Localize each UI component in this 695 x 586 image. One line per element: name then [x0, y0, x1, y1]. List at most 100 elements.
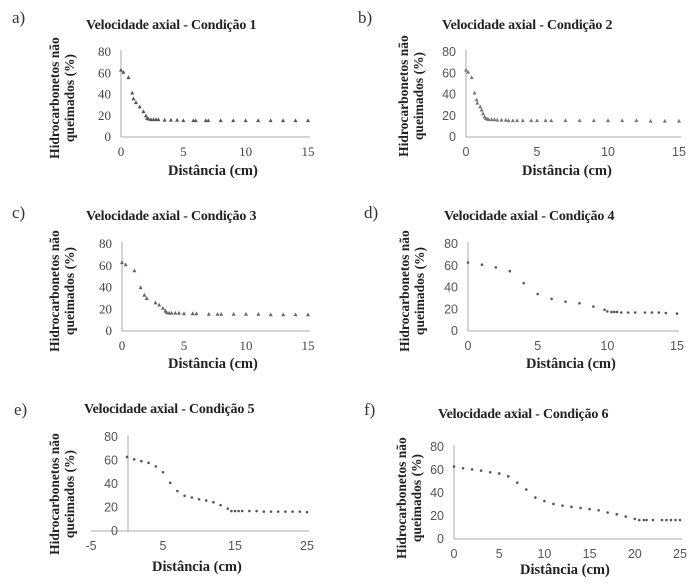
data-point	[472, 90, 477, 95]
data-point	[206, 311, 211, 316]
y-tick-label: 60	[98, 65, 111, 80]
data-point	[563, 118, 568, 123]
data-point	[126, 75, 131, 80]
data-point	[306, 118, 310, 123]
data-point	[626, 311, 630, 314]
data-point	[520, 118, 525, 123]
data-point	[193, 118, 198, 123]
data-point	[298, 510, 302, 513]
data-point	[141, 109, 146, 114]
plot-d: 0 20 40 60 80 0 5 10 15	[444, 237, 684, 353]
chart-title: Velocidade axial - Condição 3	[86, 209, 257, 224]
y-tick-label: 20	[99, 301, 112, 316]
data-point	[156, 117, 161, 122]
x-tick-label: 10	[239, 144, 252, 159]
x-tick-label: 25	[300, 539, 314, 553]
data-point	[169, 310, 174, 315]
data-point	[466, 69, 471, 74]
data-point	[161, 470, 165, 474]
data-point	[642, 518, 646, 522]
data-point	[606, 511, 609, 514]
data-point	[175, 117, 180, 122]
chart-title: Velocidade axial - Condição 5	[84, 402, 255, 417]
data-point	[142, 292, 147, 297]
x-tick-label: 5	[160, 539, 167, 553]
y-tick-label: 0	[111, 524, 118, 538]
data-point	[495, 117, 500, 122]
data-point	[182, 311, 186, 316]
y-tick-label: 40	[98, 87, 111, 102]
data-point	[281, 312, 286, 317]
chart-title: Velocidade axial - Condição 4	[444, 209, 615, 224]
data-point	[133, 100, 138, 105]
data-point	[597, 508, 600, 512]
chart-title: Velocidade axial - Condição 1	[86, 18, 257, 33]
data-point	[535, 118, 539, 123]
x-tick-label: 5	[496, 547, 503, 561]
data-point	[564, 300, 567, 303]
data-point	[123, 262, 128, 267]
data-point	[125, 455, 129, 459]
plot-b: 0 20 40 60 80 0 5 10 15	[442, 45, 686, 159]
data-point	[665, 518, 668, 522]
data-point	[146, 116, 151, 121]
y-tick-label: 80	[442, 45, 456, 59]
plot-a: 0 20 40 60 80 0 5 10 15	[98, 44, 315, 159]
data-point	[183, 494, 186, 498]
y-tick-label: 20	[444, 302, 458, 316]
data-point	[219, 311, 224, 316]
x-tick-label: 15	[302, 338, 315, 353]
data-point	[230, 509, 233, 513]
data-point	[588, 507, 591, 511]
x-tick-label: 15	[672, 145, 686, 159]
data-point	[561, 504, 564, 507]
x-tick-label: -5	[85, 539, 96, 553]
x-tick-label: 5	[181, 338, 188, 353]
data-point	[206, 118, 211, 123]
data-point	[479, 107, 484, 112]
x-tick-label: 0	[119, 338, 126, 353]
chart-title: Velocidade axial - Condição 2	[442, 18, 613, 33]
data-point	[508, 269, 512, 273]
y-tick-label: 0	[105, 129, 112, 144]
data-point	[461, 466, 465, 470]
data-point	[190, 496, 194, 499]
y-tick-label: 80	[99, 236, 112, 251]
data-point	[131, 96, 136, 101]
panel-letter: c)	[12, 203, 26, 222]
data-point	[677, 118, 681, 123]
data-point	[226, 507, 230, 510]
x-axis-label: Distância (cm)	[522, 163, 612, 179]
data-point	[669, 518, 673, 522]
y-tick-label: 40	[104, 477, 118, 491]
data-point	[144, 296, 149, 300]
data-point	[592, 305, 595, 308]
data-point	[231, 311, 236, 316]
data-point	[268, 312, 273, 317]
data-point	[474, 97, 479, 102]
data-point	[164, 310, 169, 315]
data-point	[231, 118, 236, 123]
y-tick-label: 40	[444, 281, 458, 295]
data-point	[591, 118, 596, 123]
data-point	[475, 100, 480, 105]
data-point	[610, 310, 613, 314]
panel-b: b) Velocidade axial - Condição 2 Hidroca…	[350, 0, 695, 195]
data-point	[176, 489, 179, 493]
panel-letter: a)	[12, 8, 26, 27]
data-point	[157, 302, 162, 307]
data-point	[506, 475, 510, 478]
data-point	[140, 459, 143, 463]
data-point	[633, 517, 637, 521]
data-point	[284, 510, 287, 513]
y-tick-label: 0	[106, 323, 113, 338]
x-tick-label: 15	[583, 547, 597, 561]
data-point	[177, 310, 182, 315]
chart-title: Velocidade axial - Condição 6	[438, 407, 609, 422]
data-point	[638, 518, 641, 522]
data-point	[643, 311, 647, 314]
data-point	[153, 300, 158, 305]
panel-f: f) Velocidade axial - Condição 6 Hidroca…	[350, 390, 695, 585]
y-tick-label: 0	[449, 130, 456, 144]
data-point	[190, 311, 195, 316]
